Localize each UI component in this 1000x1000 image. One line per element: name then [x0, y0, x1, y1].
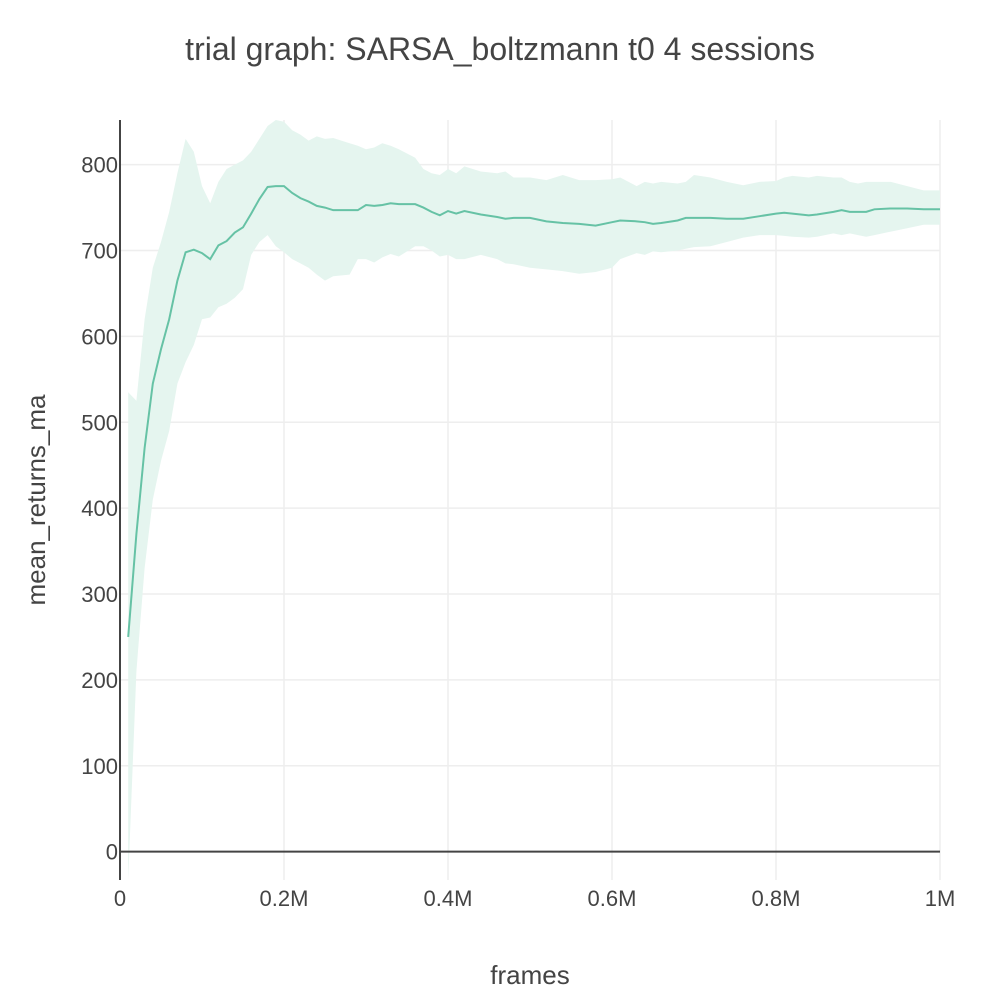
axes: [119, 120, 940, 880]
series-line: [127, 185, 940, 638]
y-tick-label: 600: [81, 324, 118, 349]
y-tick-label: 400: [81, 496, 118, 521]
y-tick-label: 700: [81, 239, 118, 264]
std-band: [128, 120, 940, 880]
x-axis-title: frames: [490, 960, 569, 990]
x-tick-label: 0.4M: [424, 886, 473, 911]
y-tick-label: 300: [81, 582, 118, 607]
y-tick-label: 200: [81, 668, 118, 693]
y-tick-label: 500: [81, 410, 118, 435]
x-tick-label: 0.2M: [260, 886, 309, 911]
y-tick-label: 800: [81, 153, 118, 178]
x-tick-label: 0.8M: [752, 886, 801, 911]
x-tick-label: 0.6M: [588, 886, 637, 911]
tick-labels: 0 0.2M 0.4M 0.6M 0.8M 1M 0 100 200 300 400 500 600 70…: [81, 153, 955, 911]
y-tick-label: 0: [106, 840, 118, 865]
y-tick-label: 100: [81, 754, 118, 779]
chart-title: trial graph: SARSA_boltzmann t0 4 sessio…: [185, 31, 815, 67]
y-axis-title: mean_returns_ma: [21, 394, 51, 606]
x-tick-label: 1M: [925, 886, 956, 911]
x-tick-label: 0: [114, 886, 126, 911]
